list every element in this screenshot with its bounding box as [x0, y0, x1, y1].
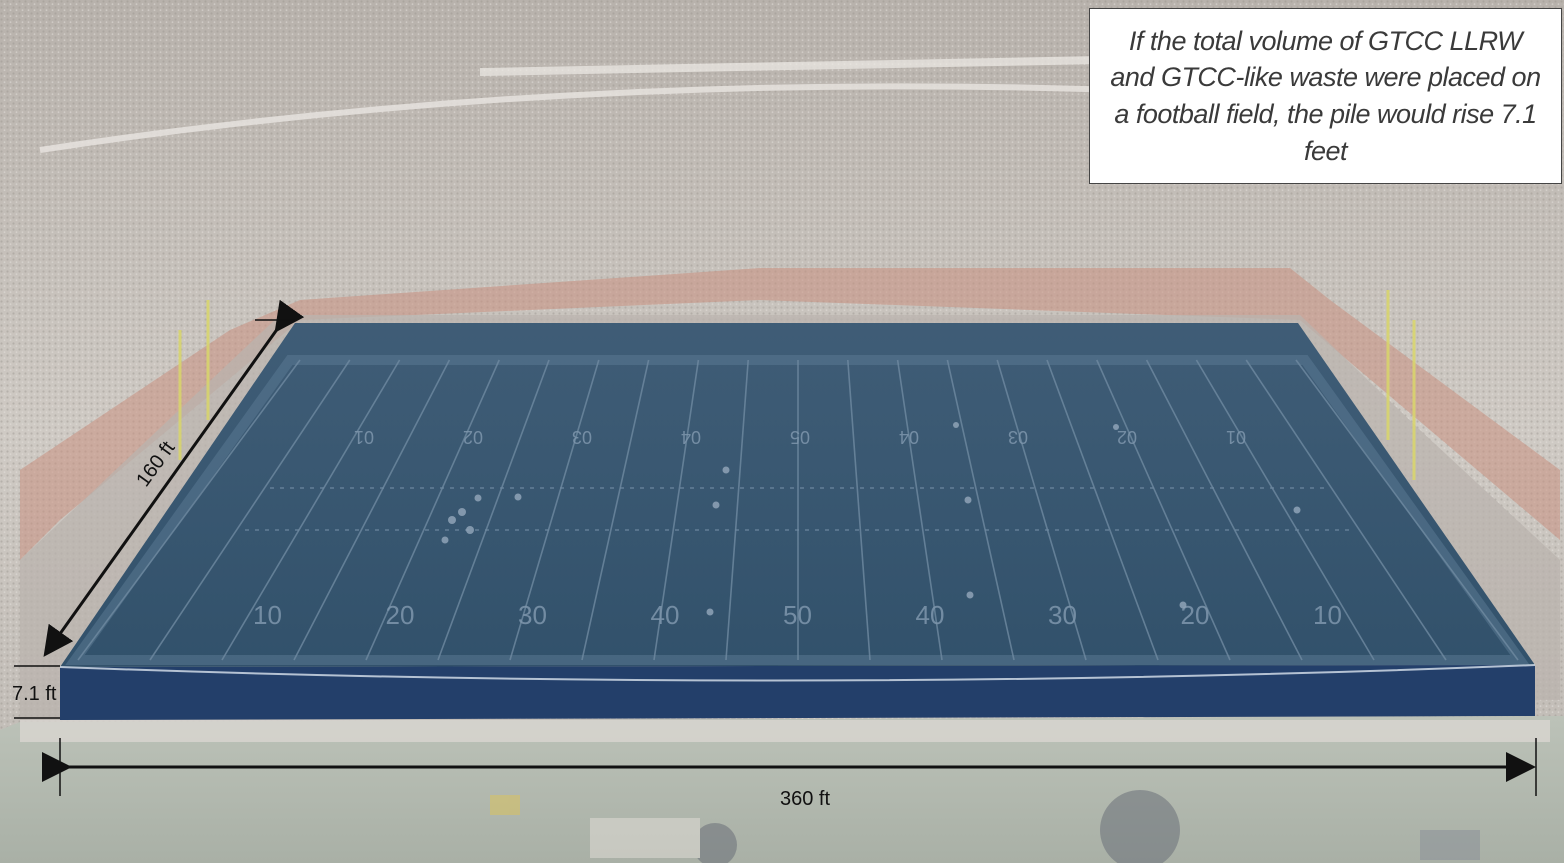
upper-deck-rim-2 — [479, 56, 1101, 76]
yard-number: 03 — [1008, 427, 1028, 447]
yard-number: 02 — [1117, 427, 1137, 447]
length-label: 360 ft — [780, 788, 830, 810]
sideline-strip — [20, 720, 1550, 742]
yard-line — [1245, 359, 1447, 661]
yard-line — [1096, 359, 1231, 661]
waste-block-front-face — [60, 665, 1535, 720]
yard-line — [1145, 359, 1303, 661]
yard-number: 01 — [1226, 427, 1246, 447]
yard-number: 10 — [1313, 600, 1342, 630]
yard-number: 40 — [916, 600, 945, 630]
waste-block-edge — [59, 664, 1536, 682]
yard-number: 40 — [651, 600, 680, 630]
yard-number: 30 — [1048, 600, 1077, 630]
yard-line — [653, 359, 700, 661]
foreground-people — [490, 790, 1480, 863]
yard-line — [365, 359, 500, 661]
yard-line — [996, 359, 1087, 661]
yard-line — [946, 359, 1015, 661]
yard-number: 10 — [253, 600, 282, 630]
yard-line — [509, 359, 600, 661]
yard-number: 03 — [572, 427, 592, 447]
yard-numbers-far: 01 02 03 04 05 04 03 02 01 — [354, 427, 1246, 447]
yard-line — [896, 359, 943, 661]
yard-number: 02 — [463, 427, 483, 447]
yard-line — [581, 359, 650, 661]
yard-line — [293, 359, 451, 661]
yard-number: 05 — [790, 427, 810, 447]
width-dimension-arrow — [43, 299, 305, 657]
callout-text: If the total volume of GTCC LLRW and GTC… — [1110, 25, 1541, 166]
callout-box: If the total volume of GTCC LLRW and GTC… — [1089, 8, 1562, 184]
yard-line — [1295, 359, 1519, 661]
yard-number: 30 — [518, 600, 547, 630]
yard-number: 01 — [354, 427, 374, 447]
yard-number: 04 — [899, 427, 919, 447]
players — [441, 422, 1301, 616]
yard-line — [1195, 359, 1375, 661]
yard-line — [1046, 359, 1159, 661]
yard-line — [725, 359, 749, 661]
yard-line — [437, 359, 550, 661]
yard-number: 04 — [681, 427, 701, 447]
height-label: 7.1 ft — [12, 683, 57, 705]
yard-number: 20 — [386, 600, 415, 630]
goal-post-right — [1386, 290, 1416, 480]
yard-number: 50 — [783, 600, 812, 630]
yard-line — [847, 359, 871, 661]
